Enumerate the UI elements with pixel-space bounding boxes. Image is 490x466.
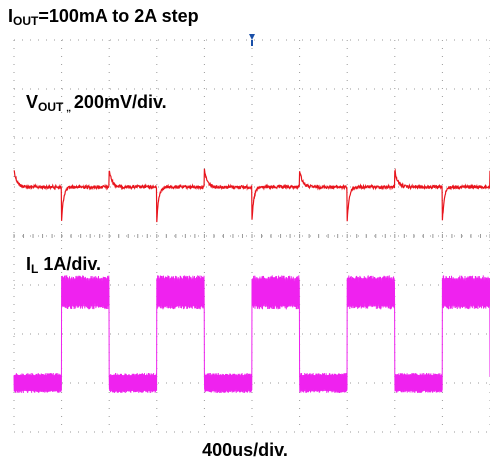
timebase-label: 400us/div. (202, 440, 288, 460)
chart-title: IOUT=100mA to 2A step (8, 6, 199, 28)
il-low-band (109, 375, 157, 391)
il-low-band (299, 375, 348, 391)
il-channel-label: IL 1A/div. (26, 254, 102, 276)
trigger-marker (249, 34, 255, 40)
il-low-band (14, 375, 62, 391)
il-high-band (156, 278, 205, 307)
il-high-band (442, 278, 490, 307)
il-high-band (252, 278, 300, 307)
il-high-band (347, 278, 395, 307)
vout-channel-label: VOUT „ 200mV/div. (26, 92, 167, 114)
il-low-band (394, 375, 443, 391)
il-low-band (204, 375, 252, 391)
il-high-band (61, 278, 110, 307)
vout-trace (13, 168, 490, 223)
